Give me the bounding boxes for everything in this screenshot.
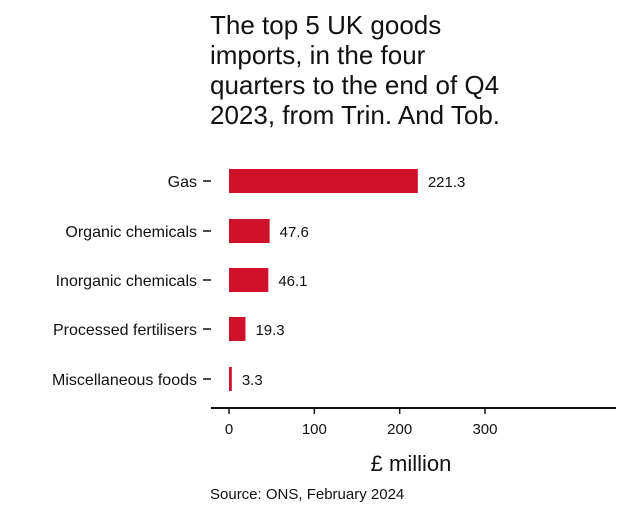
chart-title-line: imports, in the four [210,40,426,70]
chart-title-line: quarters to the end of Q4 [210,70,500,100]
bar-chart: Gas Organic chemicals Inorganic chemicals P… [52,169,616,476]
chart-title: The top 5 UK goods imports, in the four … [210,10,610,130]
category-label: Inorganic chemicals [56,273,197,290]
data-label: 47.6 [280,224,309,241]
category-label: Miscellaneous foods [52,372,197,389]
x-tick-label: 100 [302,421,327,438]
chart-title-line: 2023, from Trin. And Tob. [210,100,501,130]
data-label: 19.3 [255,322,284,339]
chart-title-line: The top 5 UK goods [210,10,442,40]
bars-group [229,169,418,391]
category-labels-group: Gas Organic chemicals Inorganic chemicals P… [52,174,211,389]
data-label: 3.3 [242,372,263,389]
source-note: Source: ONS, February 2024 [210,486,405,503]
x-ticks-group: 0 100 200 300 [225,408,498,438]
category-label: Organic chemicals [65,224,197,241]
data-labels-group: 221.3 47.6 46.1 19.3 3.3 [242,174,466,389]
data-label: 46.1 [278,273,307,290]
bar [229,169,418,193]
x-tick-label: 300 [472,421,497,438]
bar [229,268,269,292]
data-label: 221.3 [428,174,466,191]
x-tick-label: 0 [225,421,233,438]
category-label: Processed fertilisers [53,322,197,339]
bar [229,367,232,391]
category-label: Gas [168,174,197,191]
bar [229,317,246,341]
x-axis-label: £ million [371,451,452,476]
x-tick-label: 200 [387,421,412,438]
bar [229,219,270,243]
